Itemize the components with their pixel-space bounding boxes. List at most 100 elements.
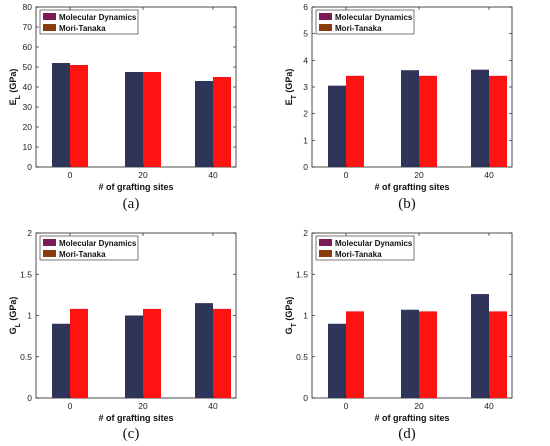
bar-mori-tanaka-20 xyxy=(143,308,161,398)
bar-mori-tanaka-20 xyxy=(143,72,161,167)
bar-molecular-dynamics-0 xyxy=(52,63,70,167)
bar-molecular-dynamics-20 xyxy=(401,309,419,398)
y-axis-label: GL (GPa) xyxy=(8,297,22,335)
legend: Molecular Dynamics Mori-Tanaka xyxy=(39,9,139,35)
bar-molecular-dynamics-20 xyxy=(401,70,419,167)
bar-molecular-dynamics-0 xyxy=(52,323,70,398)
panel-caption: (c) xyxy=(123,426,140,442)
y-tick-label: 2 xyxy=(27,228,32,238)
y-tick-label: 0 xyxy=(27,393,32,403)
x-axis-label: # of grafting sites xyxy=(374,182,449,192)
bar-molecular-dynamics-20 xyxy=(125,72,143,167)
x-tick-label: 40 xyxy=(208,401,218,411)
y-tick-label: 10 xyxy=(23,142,33,152)
x-tick-label: 0 xyxy=(68,401,73,411)
y-tick-label: 0 xyxy=(27,162,32,172)
bar-mori-tanaka-40 xyxy=(489,75,507,167)
legend-swatch-molecular-dynamics xyxy=(319,13,332,20)
bar-molecular-dynamics-40 xyxy=(195,81,213,167)
x-tick-label: 0 xyxy=(344,401,349,411)
legend-label-mori-tanaka: Mori-Tanaka xyxy=(59,24,106,33)
bar-molecular-dynamics-40 xyxy=(195,303,213,398)
bar-molecular-dynamics-0 xyxy=(328,85,346,167)
x-tick-label: 20 xyxy=(414,170,424,180)
y-axis-label: EL (GPa) xyxy=(8,69,22,106)
panel-caption: (a) xyxy=(123,196,140,212)
legend: Molecular Dynamics Mori-Tanaka xyxy=(39,235,139,261)
legend-box xyxy=(39,9,139,35)
y-tick-label: 1.5 xyxy=(20,269,32,279)
legend-box xyxy=(315,9,415,35)
bar-molecular-dynamics-20 xyxy=(125,315,143,398)
legend-swatch-mori-tanaka xyxy=(319,250,332,257)
x-tick-label: 0 xyxy=(68,170,73,180)
y-tick-label: 0 xyxy=(303,393,308,403)
legend-label-molecular-dynamics: Molecular Dynamics xyxy=(59,239,137,248)
legend-swatch-mori-tanaka xyxy=(43,24,56,31)
y-tick-label: 30 xyxy=(23,102,33,112)
legend-label-mori-tanaka: Mori-Tanaka xyxy=(335,250,382,259)
y-axis-label: GT (GPa) xyxy=(284,297,298,335)
x-tick-label: 40 xyxy=(484,401,494,411)
x-tick-label: 20 xyxy=(414,401,424,411)
y-tick-label: 6 xyxy=(303,2,308,12)
legend-swatch-molecular-dynamics xyxy=(319,239,332,246)
x-tick-label: 20 xyxy=(138,170,148,180)
legend-label-mori-tanaka: Mori-Tanaka xyxy=(59,250,106,259)
legend-label-molecular-dynamics: Molecular Dynamics xyxy=(59,13,137,22)
legend: Molecular Dynamics Mori-Tanaka xyxy=(315,235,415,261)
legend-swatch-mori-tanaka xyxy=(43,250,56,257)
y-tick-label: 1 xyxy=(303,135,308,145)
bar-mori-tanaka-40 xyxy=(489,311,507,398)
bar-mori-tanaka-0 xyxy=(346,311,364,398)
y-tick-label: 50 xyxy=(23,62,33,72)
y-tick-label: 1.5 xyxy=(296,269,308,279)
y-tick-label: 0 xyxy=(303,162,308,172)
bar-mori-tanaka-0 xyxy=(70,65,88,167)
legend-swatch-molecular-dynamics xyxy=(43,239,56,246)
bar-molecular-dynamics-0 xyxy=(328,323,346,398)
bar-mori-tanaka-40 xyxy=(213,308,231,398)
chart-panel-2: 0 1 2 3 4 5 6 0 20 40 # of grafting sites ET (GPa) M… xyxy=(284,2,513,212)
x-tick-label: 20 xyxy=(138,401,148,411)
legend-box xyxy=(315,235,415,261)
panel-caption: (d) xyxy=(398,426,416,442)
legend-swatch-mori-tanaka xyxy=(319,24,332,31)
y-tick-label: 2 xyxy=(303,109,308,119)
y-tick-label: 4 xyxy=(303,55,308,65)
y-axis-label: ET (GPa) xyxy=(284,69,298,106)
chart-panel-1: 0 10 20 30 40 50 60 70 80 0 20 40 # of grafting site… xyxy=(8,2,237,212)
panel-caption: (b) xyxy=(398,196,416,212)
y-tick-label: 2 xyxy=(303,228,308,238)
bar-mori-tanaka-0 xyxy=(70,308,88,398)
legend-label-molecular-dynamics: Molecular Dynamics xyxy=(335,239,413,248)
y-tick-label: 3 xyxy=(303,82,308,92)
x-tick-label: 40 xyxy=(484,170,494,180)
y-tick-label: 0.5 xyxy=(296,352,308,362)
x-tick-label: 40 xyxy=(208,170,218,180)
bar-molecular-dynamics-40 xyxy=(471,69,489,167)
x-axis-label: # of grafting sites xyxy=(98,182,173,192)
legend-box xyxy=(39,235,139,261)
bar-mori-tanaka-40 xyxy=(213,77,231,167)
bar-mori-tanaka-20 xyxy=(419,311,437,398)
legend-label-mori-tanaka: Mori-Tanaka xyxy=(335,24,382,33)
bar-mori-tanaka-0 xyxy=(346,75,364,167)
x-axis-label: # of grafting sites xyxy=(98,413,173,423)
y-tick-label: 80 xyxy=(23,2,33,12)
bar-mori-tanaka-20 xyxy=(419,75,437,167)
y-tick-label: 1 xyxy=(27,311,32,321)
y-tick-label: 1 xyxy=(303,311,308,321)
legend-label-molecular-dynamics: Molecular Dynamics xyxy=(335,13,413,22)
y-tick-label: 20 xyxy=(23,122,33,132)
y-tick-label: 60 xyxy=(23,42,33,52)
y-tick-label: 5 xyxy=(303,29,308,39)
legend-swatch-molecular-dynamics xyxy=(43,13,56,20)
y-tick-label: 40 xyxy=(23,82,33,92)
y-tick-label: 0.5 xyxy=(20,352,32,362)
y-tick-label: 70 xyxy=(23,22,33,32)
x-tick-label: 0 xyxy=(344,170,349,180)
